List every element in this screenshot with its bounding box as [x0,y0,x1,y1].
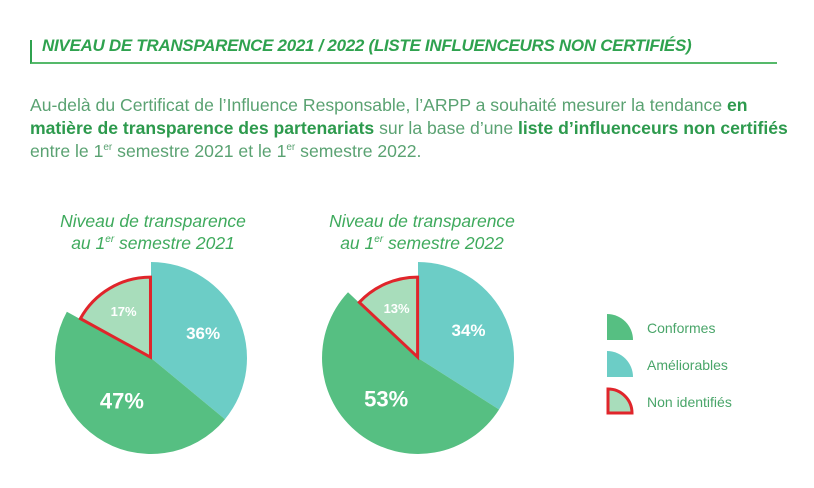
intro-bold-2: liste d’influenceurs non certifiés [518,118,788,138]
pie-2021-slice-conformes [54,311,225,455]
legend-item-ameliorables: Améliorables [605,349,805,379]
chart-title-2022-post: semestre 2022 [383,233,504,253]
chart-title-2022: Niveau de transparence au 1er semestre 2… [302,210,542,254]
chart-title-2022-line1: Niveau de transparence [329,211,515,231]
intro-sup-1: er [103,142,113,153]
intro-text-2: sur la base d’une [374,118,518,138]
chart-title-2021-line1: Niveau de transparence [60,211,246,231]
section-title-bar: NIVEAU DE TRANSPARENCE 2021 / 2022 (LIST… [30,36,777,64]
section-title: NIVEAU DE TRANSPARENCE 2021 / 2022 (LIST… [42,36,692,55]
chart-title-2021-line2: au 1er semestre 2021 [33,232,273,254]
legend-swatch-conformes [607,314,633,340]
pie-2022-label-ameliorables: 34% [451,321,485,340]
chart-title-2022-sup: er [374,234,384,245]
pie-2022-slice-non_identifies [357,275,420,361]
pie-2021-label-non_identifies: 17% [111,304,137,319]
intro-sup-2: er [286,142,296,153]
pie-2022-slice-ameliorables [418,262,515,410]
legend-label-non-identifies: Non identifiés [647,394,732,410]
pie-2021-slice-ameliorables [151,262,247,420]
chart-title-2021: Niveau de transparence au 1er semestre 2… [33,210,273,254]
chart-title-2022-line2: au 1er semestre 2022 [302,232,542,254]
pie-2022-label-conformes: 53% [364,387,408,412]
intro-text-4: semestre 2021 et le 1 [112,141,287,161]
intro-text-1: Au-delà du Certificat de l’Influence Res… [30,95,727,115]
legend-item-non-identifies: Non identifiés [605,386,805,416]
pie-2022-label-non_identifies: 13% [384,301,410,316]
pie-chart-2022: 34% 53% 13% [322,262,515,454]
intro-text-5: semestre 2022. [295,141,422,161]
legend-label-ameliorables: Améliorables [647,357,728,373]
chart-title-2021-post: semestre 2021 [114,233,235,253]
intro-text-3: entre le 1 [30,141,104,161]
chart-title-2021-sup: er [105,234,115,245]
legend-item-conformes: Conformes [605,312,805,342]
legend-swatch-ameliorables [607,351,633,377]
intro-paragraph: Au-delà du Certificat de l’Influence Res… [30,94,790,163]
pie-2021-slice-non_identifies [78,275,152,360]
pie-2022-slice-conformes [322,292,500,454]
chart-title-2022-pre: au 1 [340,233,375,253]
pie-2021-label-conformes: 47% [100,388,144,413]
chart-title-2021-pre: au 1 [71,233,106,253]
legend-swatch-non-identifies [606,387,634,415]
legend-label-conformes: Conformes [647,320,716,336]
intro-bold-1: en matière de transparence des partenari… [30,95,748,138]
pie-2021-label-ameliorables: 36% [186,324,220,343]
pie-chart-2021: 36% 47% 17% [54,262,247,455]
